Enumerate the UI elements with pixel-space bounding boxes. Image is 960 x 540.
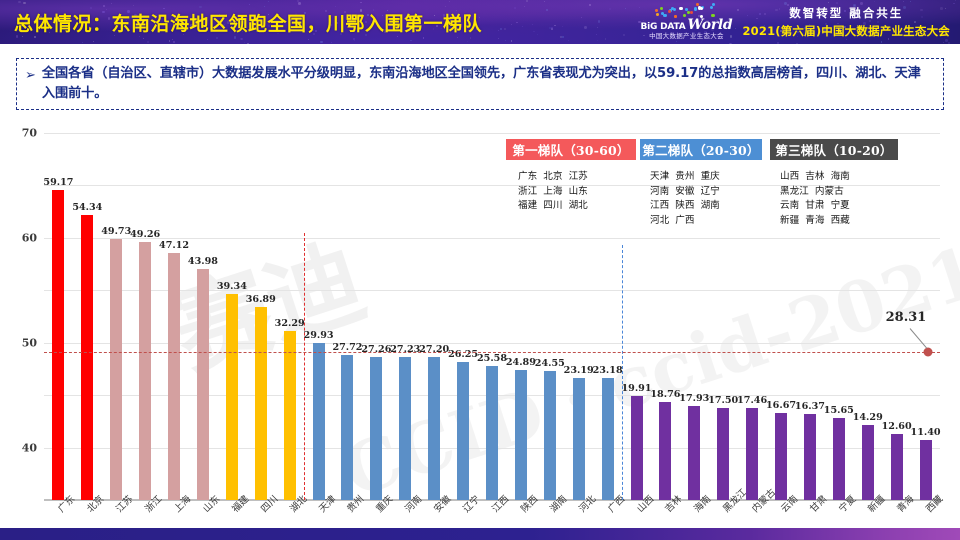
- bar-value-label: 43.98: [188, 256, 218, 267]
- tier-province-list: 广东 北京 江苏 浙江 上海 山东 福建 四川 湖北: [506, 165, 640, 228]
- bar-value-label: 16.67: [766, 400, 796, 411]
- bar-value-label: 19.91: [621, 383, 651, 394]
- chart-bar[interactable]: [52, 190, 64, 500]
- bar-value-label: 49.26: [130, 229, 160, 240]
- gridline: 50: [44, 238, 940, 239]
- gridline: 70: [44, 133, 940, 134]
- bar-value-label: 14.29: [853, 412, 883, 423]
- callout-text: 全国各省（自治区、直辖市）大数据发展水平分级明显，东南沿海地区全国领先，广东省表…: [42, 64, 933, 105]
- slogan-line-1: 数智转型 融合共生: [789, 5, 903, 21]
- chart-bar[interactable]: [515, 370, 527, 500]
- conference-slogan: 数智转型 融合共生 2021(第六届)中国大数据产业生态大会: [742, 5, 954, 39]
- bar-value-label: 15.65: [824, 405, 854, 416]
- chart-bar[interactable]: [81, 215, 93, 500]
- slide-footer-bar: [0, 528, 960, 540]
- tier-province-list: 山西 吉林 海南 黑龙江 内蒙古 云南 甘肃 宁夏 新疆 青海 西藏: [770, 165, 898, 228]
- bar-value-label: 18.76: [650, 389, 680, 400]
- chart-bar[interactable]: [341, 355, 353, 500]
- tier-legend-box[interactable]: 第一梯队（30-60）: [506, 139, 636, 160]
- bar-value-label: 29.93: [304, 330, 334, 341]
- bar-value-label: 27.20: [419, 344, 449, 355]
- chart-bar[interactable]: [486, 366, 498, 500]
- bar-value-label: 17.46: [737, 395, 767, 406]
- chart-bar[interactable]: [313, 343, 325, 500]
- tier-legend-boxes: 第一梯队（30-60） 第二梯队（20-30） 第三梯队（10-20）: [506, 139, 898, 160]
- bar-value-label: 12.60: [882, 421, 912, 432]
- logo-bigdata-text: BiG DATA: [641, 23, 686, 32]
- bigdata-world-logo: BiG DATA World 中国大数据产业生态大会: [638, 3, 734, 41]
- chart-bar[interactable]: [920, 440, 932, 500]
- bar-value-label: 54.34: [72, 202, 102, 213]
- bar-value-label: 49.73: [101, 226, 131, 237]
- tier-legend-province-lists: 广东 北京 江苏 浙江 上海 山东 福建 四川 湖北 天津 贵州 重庆 河南 安徽…: [506, 165, 898, 228]
- y-axis-tick-label: 70: [22, 127, 37, 140]
- chart-bar[interactable]: [833, 418, 845, 500]
- chart-bar[interactable]: [226, 294, 238, 500]
- chart-bar[interactable]: [573, 378, 585, 500]
- chart-bar[interactable]: [110, 239, 122, 500]
- page-title: 总体情况：东南沿海地区领跑全国，川鄂入围第一梯队: [14, 9, 482, 36]
- tier-legend-box[interactable]: 第二梯队（20-30）: [640, 139, 762, 160]
- bar-value-label: 36.89: [246, 294, 276, 305]
- chart-bar[interactable]: [659, 402, 671, 500]
- chart-bar[interactable]: [602, 378, 614, 500]
- chart-bar[interactable]: [804, 414, 816, 500]
- header-right-group: BiG DATA World 中国大数据产业生态大会 数智转型 融合共生 202…: [638, 3, 954, 41]
- tier-divider-line: [304, 233, 305, 500]
- logo-dot-cluster-icon: [638, 3, 734, 18]
- bar-value-label: 39.34: [217, 281, 247, 292]
- chart-bar[interactable]: [197, 269, 209, 500]
- bar-value-label: 24.55: [535, 358, 565, 369]
- bar-value-label: 16.37: [795, 401, 825, 412]
- slogan-line-2: 2021(第六届)中国大数据产业生态大会: [742, 23, 950, 39]
- bar-value-label: 11.40: [911, 427, 941, 438]
- chart-bar[interactable]: [688, 406, 700, 500]
- tier-legend: 第一梯队（30-60） 第二梯队（20-30） 第三梯队（10-20） 广东 北京 …: [506, 139, 898, 160]
- bar-value-label: 23.19: [564, 365, 594, 376]
- chart-bar[interactable]: [139, 242, 151, 500]
- chart-bar[interactable]: [399, 357, 411, 500]
- chart-bar[interactable]: [631, 396, 643, 500]
- bar-value-label: 17.50: [708, 395, 738, 406]
- chart-bar[interactable]: [428, 357, 440, 500]
- bar-value-label: 59.17: [43, 177, 73, 188]
- chart-bar[interactable]: [544, 371, 556, 500]
- chart-bar[interactable]: [746, 408, 758, 500]
- tier-legend-box[interactable]: 第三梯队（10-20）: [770, 139, 898, 160]
- average-reference-line: [44, 352, 940, 353]
- bar-value-label: 17.93: [679, 393, 709, 404]
- chart-bar[interactable]: [775, 413, 787, 500]
- chart-bar[interactable]: [284, 331, 296, 500]
- y-axis-tick-label: 50: [22, 336, 37, 349]
- bar-value-label: 25.58: [477, 353, 507, 364]
- chart-bar[interactable]: [168, 253, 180, 500]
- bar-value-label: 47.12: [159, 240, 189, 251]
- chart-bar[interactable]: [457, 362, 469, 500]
- slide-header: 总体情况：东南沿海地区领跑全国，川鄂入围第一梯队 BiG DATA World …: [0, 0, 960, 44]
- chart-bar[interactable]: [370, 357, 382, 500]
- tier-divider-line: [622, 245, 623, 500]
- average-leader-line: [910, 328, 928, 349]
- average-value-label: 28.31: [886, 310, 927, 325]
- chart-bar[interactable]: [717, 408, 729, 500]
- bar-value-label: 24.89: [506, 357, 536, 368]
- tier-province-list: 天津 贵州 重庆 河南 安徽 辽宁 江西 陕西 湖南 河北 广西: [640, 165, 770, 228]
- chart-bar[interactable]: [891, 434, 903, 500]
- bar-value-label: 27.26: [361, 344, 391, 355]
- chart-bar[interactable]: [255, 307, 267, 500]
- bar-value-label: 32.29: [275, 318, 305, 329]
- logo-world-text: World: [688, 18, 733, 32]
- y-axis-tick-label: 40: [22, 441, 37, 454]
- chart-bar[interactable]: [862, 425, 874, 500]
- average-marker-dot[interactable]: [924, 347, 933, 356]
- bar-value-label: 23.18: [593, 365, 623, 376]
- y-axis-tick-label: 60: [22, 231, 37, 244]
- bullet-arrow-icon: ➢: [25, 67, 36, 83]
- slide-root: 总体情况：东南沿海地区领跑全国，川鄂入围第一梯队 BiG DATA World …: [0, 0, 960, 540]
- summary-callout: ➢ 全国各省（自治区、直辖市）大数据发展水平分级明显，东南沿海地区全国领先，广东…: [16, 58, 944, 110]
- bar-value-label: 27.23: [390, 344, 420, 355]
- logo-subtitle: 中国大数据产业生态大会: [649, 34, 724, 41]
